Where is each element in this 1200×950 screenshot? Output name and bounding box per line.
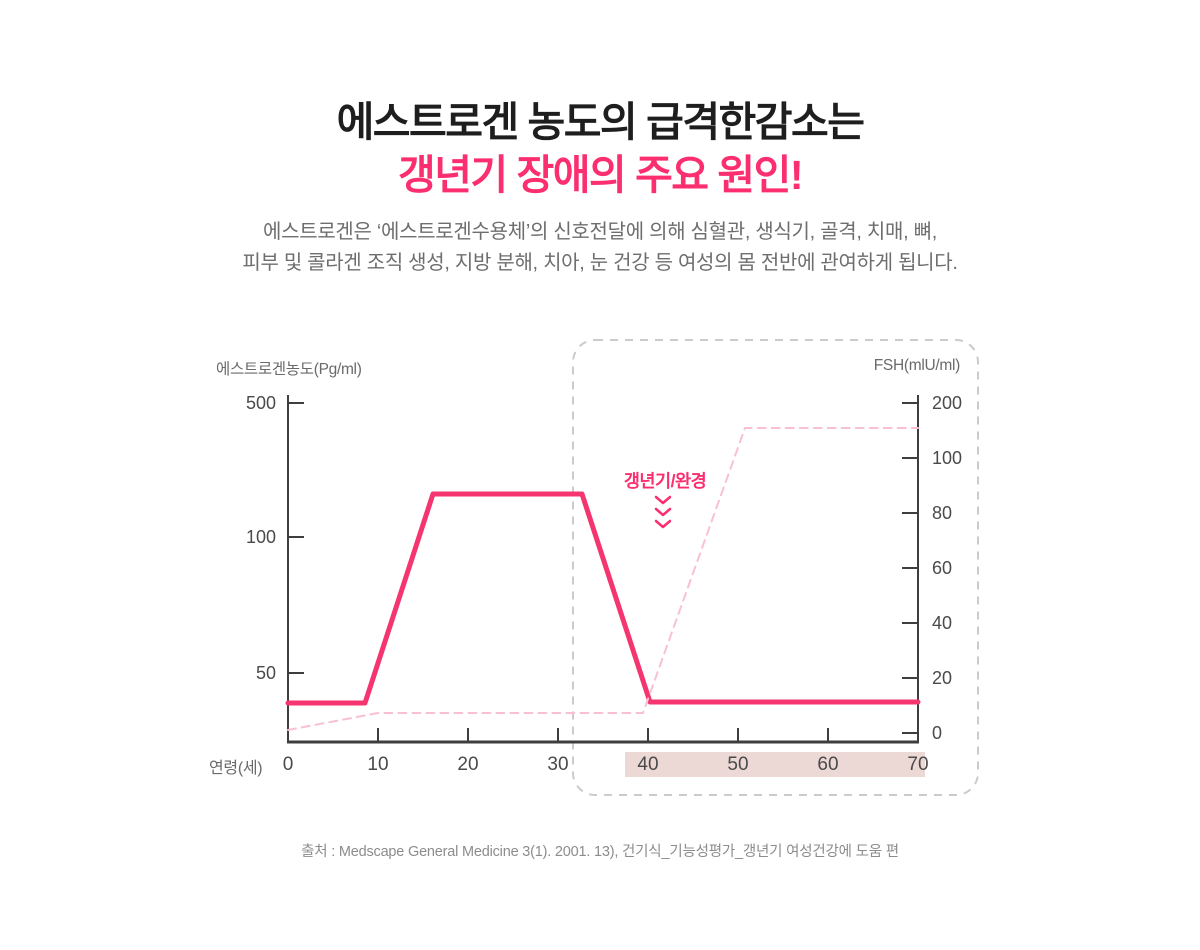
right-axis-tick-label: 80	[932, 503, 952, 523]
x-axis-tick-label: 30	[547, 754, 568, 775]
left-axis-tick-label: 50	[256, 663, 276, 683]
right-axis-tick-label: 60	[932, 558, 952, 578]
menopause-arrow-chevron	[654, 519, 672, 529]
right-axis-tick-label: 100	[932, 448, 962, 468]
x-axis-tick-label: 60	[817, 754, 838, 775]
menopause-focus-outline	[572, 339, 979, 796]
x-axis-tick-label: 10	[367, 754, 388, 775]
source-citation: 출처 : Medscape General Medicine 3(1). 200…	[301, 844, 899, 860]
x-axis-tick-label: 20	[457, 754, 478, 775]
x-axis-tick-label: 70	[907, 754, 928, 775]
description-line-2: 피부 및 콜라겐 조직 생성, 지방 분해, 치아, 눈 건강 등 여성의 몸 …	[242, 252, 958, 274]
left-axis-tick-label: 500	[246, 393, 276, 413]
page-title: 에스트로겐 농도의 급격한감소는	[336, 99, 865, 145]
right-axis-tick-label: 40	[932, 613, 952, 633]
right-axis-tick-label: 200	[932, 393, 962, 413]
x-axis-tick-label: 0	[283, 754, 294, 775]
right-axis-tick-label: 0	[932, 723, 942, 743]
menopause-annotation-label: 갱년기/완경	[623, 471, 707, 491]
left-axis-tick-label: 100	[246, 527, 276, 547]
x-axis-title: 연령(세)	[209, 760, 263, 777]
left-axis-title: 에스트로겐농도(Pg/ml)	[216, 361, 362, 378]
x-axis-highlight-band	[625, 752, 925, 777]
x-axis-tick-label: 40	[637, 754, 658, 775]
series-line-fsh	[287, 427, 919, 731]
description-line-1: 에스트로겐은 ‘에스트로겐수용체’의 신호전달에 의해 심혈관, 생식기, 골격…	[263, 221, 937, 243]
x-axis-tick-label: 50	[727, 754, 748, 775]
series-line-estrogen	[285, 491, 921, 706]
menopause-arrow-chevron	[654, 495, 672, 505]
menopause-arrow-chevron	[654, 507, 672, 517]
page-subtitle: 갱년기 장애의 주요 원인!	[397, 152, 804, 198]
right-axis-tick-label: 20	[932, 668, 952, 688]
description-paragraph: 에스트로겐은 ‘에스트로겐수용체’의 신호전달에 의해 심혈관, 생식기, 골격…	[0, 217, 1200, 279]
right-axis-title: FSH(mlU/ml)	[873, 357, 961, 374]
